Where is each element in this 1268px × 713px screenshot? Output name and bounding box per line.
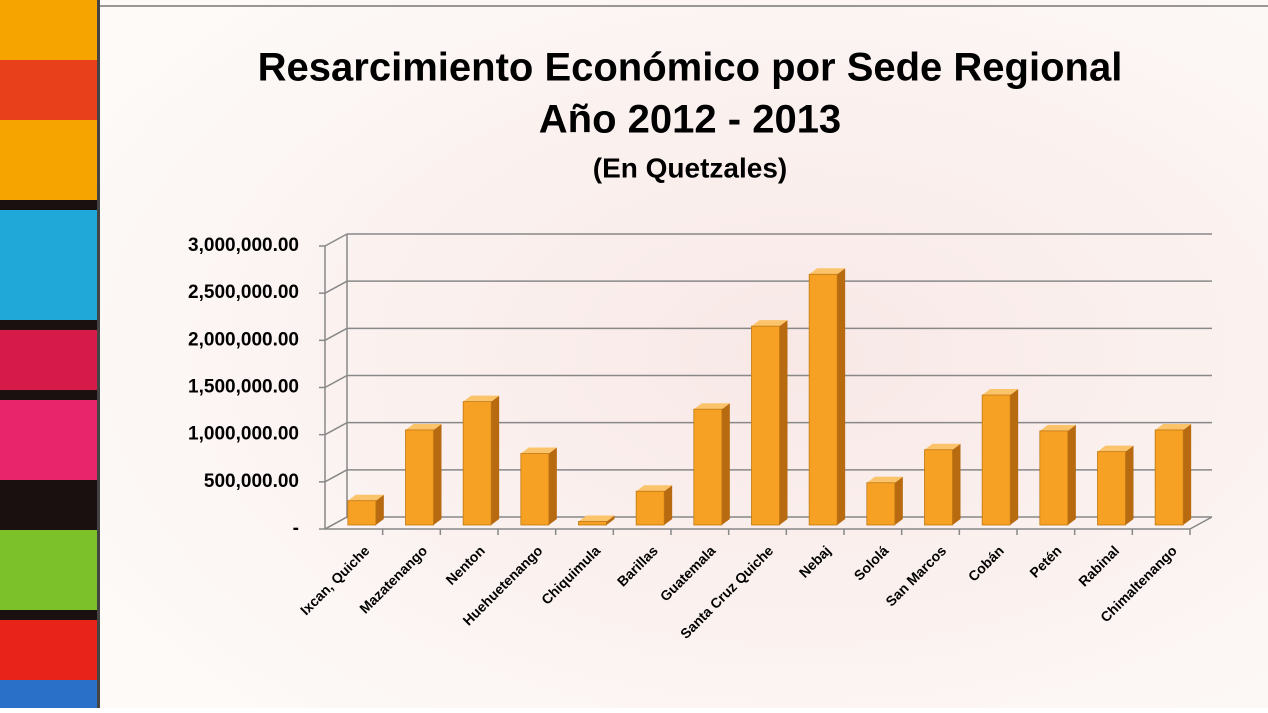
y-tick-label: 1,000,000.00 (188, 424, 299, 445)
grid-line (324, 327, 348, 341)
bar (462, 401, 492, 526)
bar-top (866, 476, 903, 483)
bar-side (837, 268, 846, 525)
bar-top (636, 485, 673, 492)
y-tick-label: 3,000,000.00 (188, 235, 299, 256)
bar-side (375, 494, 384, 525)
bar-top (463, 395, 500, 402)
bar (866, 482, 896, 526)
bar-top (1155, 423, 1192, 430)
bar (751, 325, 780, 526)
bar-side (1183, 423, 1192, 525)
bar-side (779, 320, 788, 525)
bar-side (548, 447, 557, 525)
bar-side (606, 515, 615, 525)
bar-side (664, 485, 673, 525)
bar-side (433, 423, 442, 525)
grid-line (324, 374, 348, 389)
chart-subtitle: Año 2012 - 2013 (539, 98, 841, 142)
y-tick-label: 500,000.00 (204, 471, 299, 492)
bar-top (578, 515, 615, 522)
background (100, 0, 1268, 708)
y-tick-label: 1,500,000.00 (188, 377, 299, 398)
bar-side (721, 403, 730, 525)
bar-top (1039, 424, 1076, 431)
bar-side (1067, 424, 1076, 525)
y-tick-label: - (293, 518, 299, 539)
bar (1154, 429, 1184, 526)
bar-side (1125, 445, 1134, 525)
grid-line (324, 233, 348, 247)
y-tick-label: 2,500,000.00 (188, 282, 299, 303)
chart-note: (En Quetzales) (593, 152, 787, 183)
bar-top (520, 447, 557, 454)
bar-top (751, 320, 788, 327)
y-tick-label: 2,000,000.00 (188, 329, 299, 350)
grid-line (324, 469, 348, 483)
bar (347, 500, 377, 526)
bar-side (894, 476, 903, 525)
axis-line (1189, 516, 1213, 530)
bar-side (952, 443, 961, 525)
bar (635, 490, 665, 526)
bar-side (1010, 389, 1019, 525)
bar (924, 449, 953, 526)
bar-top (347, 494, 384, 501)
bar-top (1097, 445, 1134, 452)
bar (808, 273, 838, 526)
bar (981, 394, 1011, 526)
bar (520, 453, 550, 526)
bar (1097, 451, 1126, 526)
bar-top (982, 389, 1019, 396)
bar-side (491, 395, 500, 525)
bar (693, 408, 723, 526)
bar-top (405, 423, 442, 430)
bar-top (809, 268, 846, 275)
textile-strip (0, 0, 100, 708)
bar-top (693, 403, 730, 410)
bar (405, 429, 434, 526)
bar-top (924, 443, 961, 450)
bar (1039, 430, 1069, 526)
grid-line (324, 422, 348, 436)
grid-line (324, 516, 348, 530)
chart-title: Resarcimiento Económico por Sede Regiona… (258, 46, 1123, 90)
grid-line (324, 280, 348, 294)
bar (578, 521, 607, 526)
